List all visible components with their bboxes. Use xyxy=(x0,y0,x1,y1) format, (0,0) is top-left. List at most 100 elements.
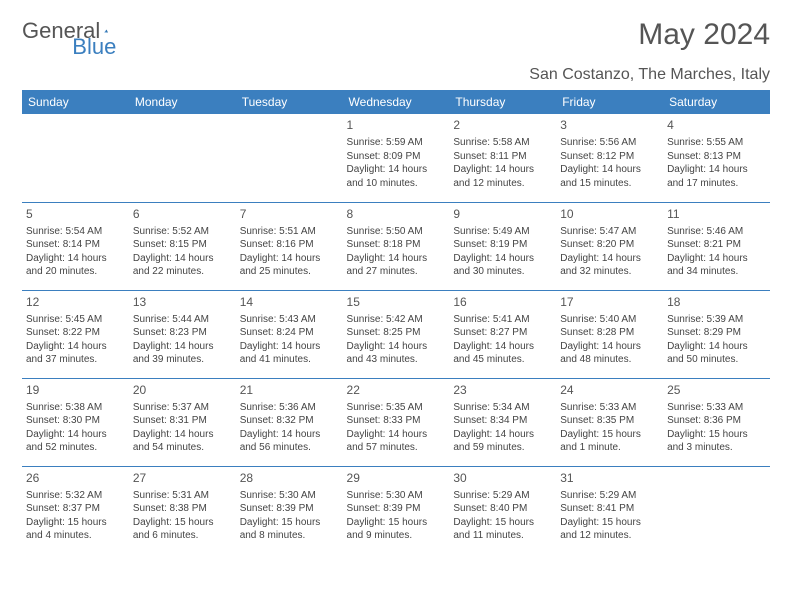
day-number: 7 xyxy=(240,206,339,222)
daylight-line: Daylight: 14 hours and 43 minutes. xyxy=(347,340,446,367)
day-number: 5 xyxy=(26,206,125,222)
calendar-day-cell: 26Sunrise: 5:32 AMSunset: 8:37 PMDayligh… xyxy=(22,466,129,554)
calendar-day-cell: 5 Sunrise: 5:54 AMSunset: 8:14 PMDaylight… xyxy=(22,202,129,290)
daylight-line: Daylight: 14 hours and 45 minutes. xyxy=(453,340,552,367)
sunset-line: Sunset: 8:16 PM xyxy=(240,238,339,252)
sunrise-line: Sunrise: 5:32 AM xyxy=(26,489,125,503)
sunrise-line: Sunrise: 5:51 AM xyxy=(240,225,339,239)
weekday-header: Tuesday xyxy=(236,90,343,114)
daylight-line: Daylight: 15 hours and 12 minutes. xyxy=(560,516,659,543)
day-number: 29 xyxy=(347,470,446,486)
calendar-week-row: 1Sunrise: 5:59 AMSunset: 8:09 PMDaylight… xyxy=(22,114,770,202)
calendar-day-cell: 25Sunrise: 5:33 AMSunset: 8:36 PMDayligh… xyxy=(663,378,770,466)
weekday-header: Sunday xyxy=(22,90,129,114)
daylight-line: Daylight: 15 hours and 4 minutes. xyxy=(26,516,125,543)
sunrise-line: Sunrise: 5:36 AM xyxy=(240,401,339,415)
daylight-line: Daylight: 14 hours and 20 minutes. xyxy=(26,252,125,279)
day-number: 8 xyxy=(347,206,446,222)
daylight-line: Daylight: 15 hours and 8 minutes. xyxy=(240,516,339,543)
calendar-week-row: 19Sunrise: 5:38 AMSunset: 8:30 PMDayligh… xyxy=(22,378,770,466)
calendar-day-cell: 11Sunrise: 5:46 AMSunset: 8:21 PMDayligh… xyxy=(663,202,770,290)
sunrise-line: Sunrise: 5:31 AM xyxy=(133,489,232,503)
sunrise-line: Sunrise: 5:45 AM xyxy=(26,313,125,327)
daylight-line: Daylight: 14 hours and 32 minutes. xyxy=(560,252,659,279)
sunset-line: Sunset: 8:30 PM xyxy=(26,414,125,428)
sunrise-line: Sunrise: 5:52 AM xyxy=(133,225,232,239)
day-number: 2 xyxy=(453,117,552,133)
calendar-empty-cell xyxy=(129,114,236,202)
sunset-line: Sunset: 8:11 PM xyxy=(453,150,552,164)
sunrise-line: Sunrise: 5:54 AM xyxy=(26,225,125,239)
daylight-line: Daylight: 14 hours and 59 minutes. xyxy=(453,428,552,455)
calendar-empty-cell xyxy=(22,114,129,202)
sunset-line: Sunset: 8:28 PM xyxy=(560,326,659,340)
title-block: May 2024 xyxy=(638,18,770,52)
sunrise-line: Sunrise: 5:29 AM xyxy=(453,489,552,503)
day-number: 6 xyxy=(133,206,232,222)
sunset-line: Sunset: 8:14 PM xyxy=(26,238,125,252)
daylight-line: Daylight: 14 hours and 52 minutes. xyxy=(26,428,125,455)
calendar-day-cell: 6Sunrise: 5:52 AMSunset: 8:15 PMDaylight… xyxy=(129,202,236,290)
sunset-line: Sunset: 8:09 PM xyxy=(347,150,446,164)
sunset-line: Sunset: 8:25 PM xyxy=(347,326,446,340)
daylight-line: Daylight: 14 hours and 50 minutes. xyxy=(667,340,766,367)
calendar-week-row: 5Sunrise: 5:54 AMSunset: 8:14 PMDaylight… xyxy=(22,202,770,290)
sunset-line: Sunset: 8:41 PM xyxy=(560,502,659,516)
day-number: 23 xyxy=(453,382,552,398)
weekday-header: Friday xyxy=(556,90,663,114)
calendar-day-cell: 13Sunrise: 5:44 AMSunset: 8:23 PMDayligh… xyxy=(129,290,236,378)
calendar-day-cell: 17Sunrise: 5:40 AMSunset: 8:28 PMDayligh… xyxy=(556,290,663,378)
daylight-line: Daylight: 14 hours and 12 minutes. xyxy=(453,163,552,190)
sunrise-line: Sunrise: 5:44 AM xyxy=(133,313,232,327)
calendar-body: 1Sunrise: 5:59 AMSunset: 8:09 PMDaylight… xyxy=(22,114,770,554)
sunrise-line: Sunrise: 5:39 AM xyxy=(667,313,766,327)
sunset-line: Sunset: 8:39 PM xyxy=(240,502,339,516)
calendar-day-cell: 22Sunrise: 5:35 AMSunset: 8:33 PMDayligh… xyxy=(343,378,450,466)
day-number: 25 xyxy=(667,382,766,398)
calendar-day-cell: 10Sunrise: 5:47 AMSunset: 8:20 PMDayligh… xyxy=(556,202,663,290)
weekday-header: Wednesday xyxy=(343,90,450,114)
sunset-line: Sunset: 8:33 PM xyxy=(347,414,446,428)
daylight-line: Daylight: 15 hours and 6 minutes. xyxy=(133,516,232,543)
sunset-line: Sunset: 8:37 PM xyxy=(26,502,125,516)
daylight-line: Daylight: 14 hours and 34 minutes. xyxy=(667,252,766,279)
calendar-empty-cell xyxy=(236,114,343,202)
daylight-line: Daylight: 14 hours and 17 minutes. xyxy=(667,163,766,190)
calendar-day-cell: 4Sunrise: 5:55 AMSunset: 8:13 PMDaylight… xyxy=(663,114,770,202)
daylight-line: Daylight: 14 hours and 25 minutes. xyxy=(240,252,339,279)
daylight-line: Daylight: 15 hours and 9 minutes. xyxy=(347,516,446,543)
sunset-line: Sunset: 8:38 PM xyxy=(133,502,232,516)
sunset-line: Sunset: 8:18 PM xyxy=(347,238,446,252)
calendar-day-cell: 28Sunrise: 5:30 AMSunset: 8:39 PMDayligh… xyxy=(236,466,343,554)
day-number: 11 xyxy=(667,206,766,222)
calendar-day-cell: 18Sunrise: 5:39 AMSunset: 8:29 PMDayligh… xyxy=(663,290,770,378)
daylight-line: Daylight: 14 hours and 10 minutes. xyxy=(347,163,446,190)
sunrise-line: Sunrise: 5:30 AM xyxy=(347,489,446,503)
day-number: 24 xyxy=(560,382,659,398)
day-number: 30 xyxy=(453,470,552,486)
sunset-line: Sunset: 8:31 PM xyxy=(133,414,232,428)
calendar-day-cell: 27 Sunrise: 5:31 AMSunset: 8:38 PMDayligh… xyxy=(129,466,236,554)
sunset-line: Sunset: 8:29 PM xyxy=(667,326,766,340)
sunrise-line: Sunrise: 5:34 AM xyxy=(453,401,552,415)
sunrise-line: Sunrise: 5:50 AM xyxy=(347,225,446,239)
daylight-line: Daylight: 15 hours and 3 minutes. xyxy=(667,428,766,455)
month-title: May 2024 xyxy=(638,18,770,52)
sunrise-line: Sunrise: 5:29 AM xyxy=(560,489,659,503)
sunrise-line: Sunrise: 5:55 AM xyxy=(667,136,766,150)
sunset-line: Sunset: 8:12 PM xyxy=(560,150,659,164)
day-number: 17 xyxy=(560,294,659,310)
sunrise-line: Sunrise: 5:37 AM xyxy=(133,401,232,415)
day-number: 10 xyxy=(560,206,659,222)
calendar-day-cell: 2Sunrise: 5:58 AMSunset: 8:11 PMDaylight… xyxy=(449,114,556,202)
day-number: 4 xyxy=(667,117,766,133)
daylight-line: Daylight: 14 hours and 39 minutes. xyxy=(133,340,232,367)
calendar-day-cell: 16Sunrise: 5:41 AMSunset: 8:27 PMDayligh… xyxy=(449,290,556,378)
sunrise-line: Sunrise: 5:56 AM xyxy=(560,136,659,150)
day-number: 27 xyxy=(133,470,232,486)
calendar-week-row: 12Sunrise: 5:45 AMSunset: 8:22 PMDayligh… xyxy=(22,290,770,378)
day-number: 28 xyxy=(240,470,339,486)
daylight-line: Daylight: 14 hours and 22 minutes. xyxy=(133,252,232,279)
day-number: 16 xyxy=(453,294,552,310)
calendar-day-cell: 24Sunrise: 5:33 AMSunset: 8:35 PMDayligh… xyxy=(556,378,663,466)
